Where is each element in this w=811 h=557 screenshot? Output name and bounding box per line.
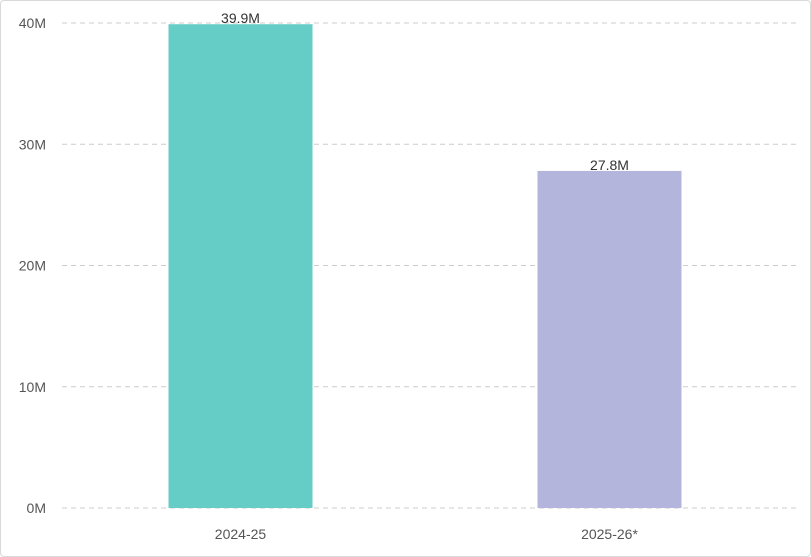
y-tick-label: 10M bbox=[19, 379, 46, 395]
data-labels: 39.9M 27.8M bbox=[221, 10, 629, 173]
bar-202425 bbox=[168, 24, 313, 509]
y-tick-label: 40M bbox=[19, 15, 46, 31]
y-tick-label: 30M bbox=[19, 136, 46, 152]
y-axis-tick-labels: 0M 10M 20M 30M 40M bbox=[19, 15, 46, 516]
x-tick-label: 2024-25 bbox=[215, 526, 267, 542]
bar-value-label: 27.8M bbox=[590, 157, 629, 173]
x-axis-tick-labels: 2024-25 2025-26* bbox=[215, 526, 639, 542]
bars bbox=[168, 24, 682, 509]
bar-202526 bbox=[537, 170, 682, 509]
bar-value-label: 39.9M bbox=[221, 10, 260, 26]
y-tick-label: 0M bbox=[27, 500, 46, 516]
x-tick-label: 2025-26* bbox=[581, 526, 638, 542]
y-tick-label: 20M bbox=[19, 258, 46, 274]
